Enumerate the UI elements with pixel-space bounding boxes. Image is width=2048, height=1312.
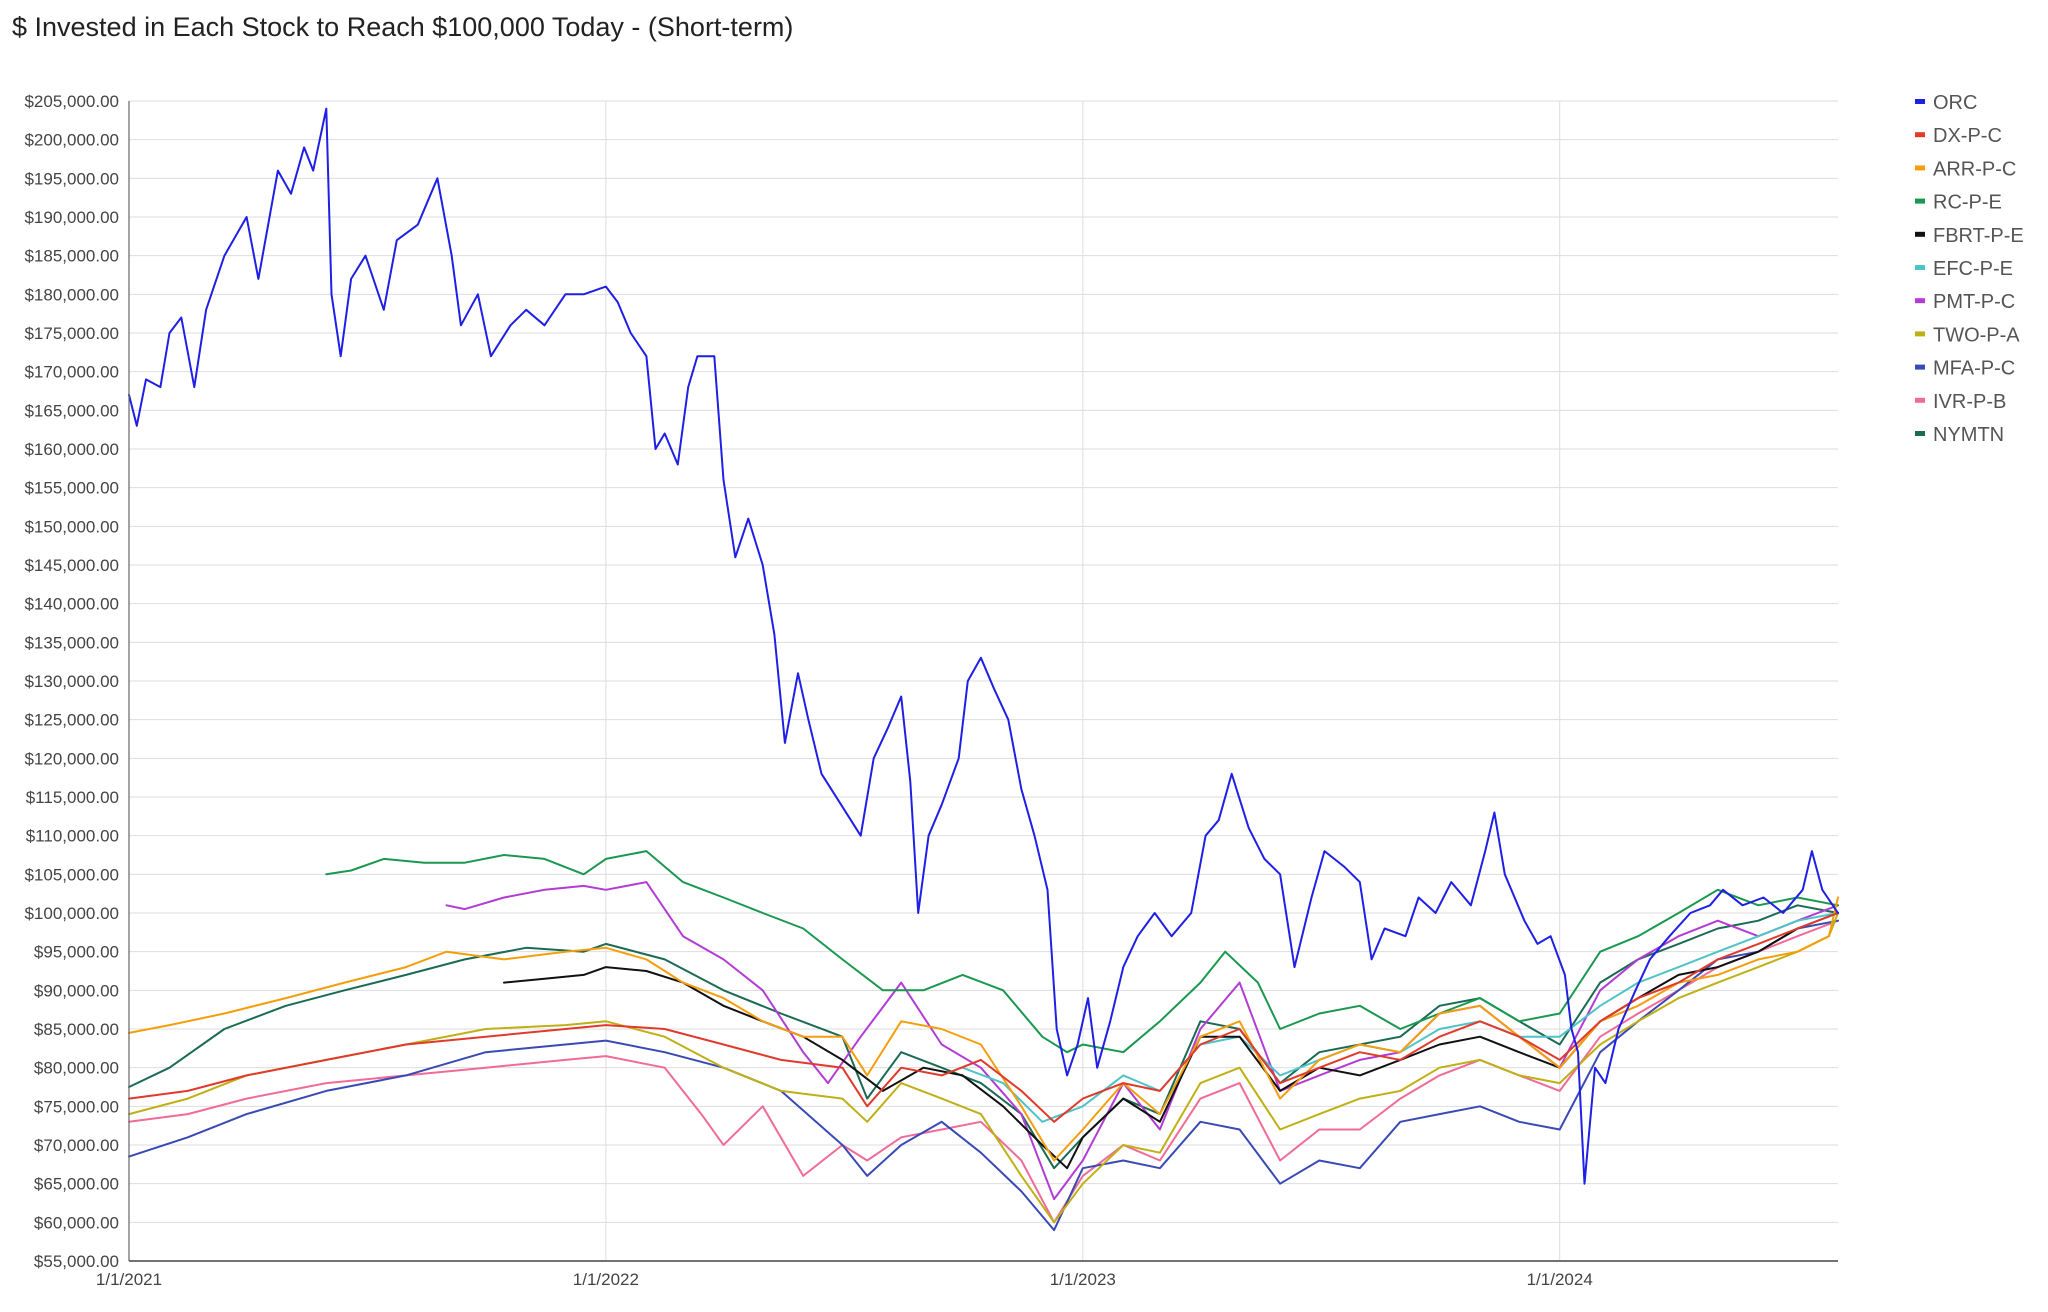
y-tick-label: $195,000.00 [24, 169, 119, 188]
y-tick-label: $160,000.00 [24, 440, 119, 459]
legend-swatch [1915, 198, 1925, 204]
y-tick-label: $150,000.00 [24, 517, 119, 536]
y-tick-label: $190,000.00 [24, 208, 119, 227]
y-axis-ticks: $55,000.00 $60,000.00 $65,000.00 $70,000.00… [24, 92, 119, 1271]
legend-label: MFA-P-C [1933, 358, 2015, 380]
legend-swatch [1915, 265, 1925, 270]
legend-label: IVR-P-B [1933, 391, 2006, 413]
y-tick-label: $140,000.00 [24, 595, 119, 614]
legend-label: RC-P-E [1933, 192, 2002, 214]
legend-label: DX-P-C [1933, 125, 2002, 147]
legend-label: PMT-P-C [1933, 291, 2015, 313]
y-tick-label: $115,000.00 [26, 788, 119, 807]
legend-label: ARR-P-C [1933, 158, 2016, 180]
legend-swatch [1915, 364, 1925, 370]
legend-label: FBRT-P-E [1933, 225, 2024, 247]
legend-swatch [1915, 397, 1925, 403]
legend-label: NYMTN [1933, 424, 2004, 446]
series-line-dx-p-c [128, 912, 1839, 1123]
legend-label: ORC [1933, 92, 1977, 114]
legend-swatch [1915, 99, 1925, 104]
y-tick-label: $90,000.00 [34, 981, 119, 1000]
series-line-pmt-p-c [445, 881, 1839, 1201]
x-tick-label: 1/1/2024 [1527, 1270, 1593, 1289]
series-line-nymtn [128, 904, 1839, 1170]
axes [128, 101, 1838, 1262]
legend-swatch [1915, 231, 1925, 237]
x-tick-label: 1/1/2021 [96, 1270, 162, 1289]
y-tick-label: $135,000.00 [24, 633, 119, 652]
series-line-two-p-a [128, 912, 1839, 1224]
y-tick-label: $165,000.00 [24, 401, 119, 420]
y-tick-label: $200,000.00 [24, 131, 119, 150]
y-tick-label: $65,000.00 [34, 1175, 119, 1194]
legend-swatch [1915, 431, 1925, 436]
series-line-orc [128, 107, 1839, 1185]
series-lines [128, 107, 1839, 1232]
y-tick-label: $110,000.00 [26, 827, 119, 846]
y-tick-label: $95,000.00 [34, 943, 119, 962]
legend-swatch [1915, 132, 1925, 138]
y-tick-label: $205,000.00 [24, 92, 119, 111]
y-tick-label: $170,000.00 [24, 363, 119, 382]
y-tick-label: $130,000.00 [24, 672, 119, 691]
y-tick-label: $155,000.00 [24, 479, 119, 498]
y-tick-label: $145,000.00 [24, 556, 119, 575]
x-axis-ticks: 1/1/2021 1/1/2022 1/1/2023 1/1/2024 [96, 1270, 1593, 1289]
y-tick-label: $105,000.00 [24, 865, 119, 884]
x-tick-label: 1/1/2023 [1050, 1270, 1116, 1289]
y-tick-label: $120,000.00 [24, 749, 119, 768]
series-line-rc-p-e [325, 850, 1839, 1054]
chart-title: $ Invested in Each Stock to Reach $100,0… [12, 12, 794, 42]
legend: ORC DX-P-C ARR-P-C RC-P-E FBRT-P-E EFC-P-E PMT… [1915, 92, 2024, 446]
legend-swatch [1915, 331, 1925, 337]
y-tick-label: $60,000.00 [34, 1213, 119, 1232]
legend-swatch [1915, 298, 1925, 304]
x-tick-label: 1/1/2022 [573, 1270, 639, 1289]
y-tick-label: $185,000.00 [24, 247, 119, 266]
y-tick-label: $80,000.00 [34, 1059, 119, 1078]
y-tick-label: $85,000.00 [34, 1020, 119, 1039]
legend-label: EFC-P-E [1933, 258, 2013, 280]
y-tick-label: $180,000.00 [24, 285, 119, 304]
y-tick-label: $55,000.00 [34, 1252, 119, 1271]
y-tick-label: $70,000.00 [34, 1136, 119, 1155]
y-tick-label: $175,000.00 [24, 324, 119, 343]
y-tick-label: $100,000.00 [24, 904, 119, 923]
y-tick-label: $125,000.00 [24, 711, 119, 730]
legend-label: TWO-P-A [1933, 324, 2020, 346]
y-tick-label: $75,000.00 [34, 1097, 119, 1116]
legend-swatch [1915, 165, 1925, 171]
